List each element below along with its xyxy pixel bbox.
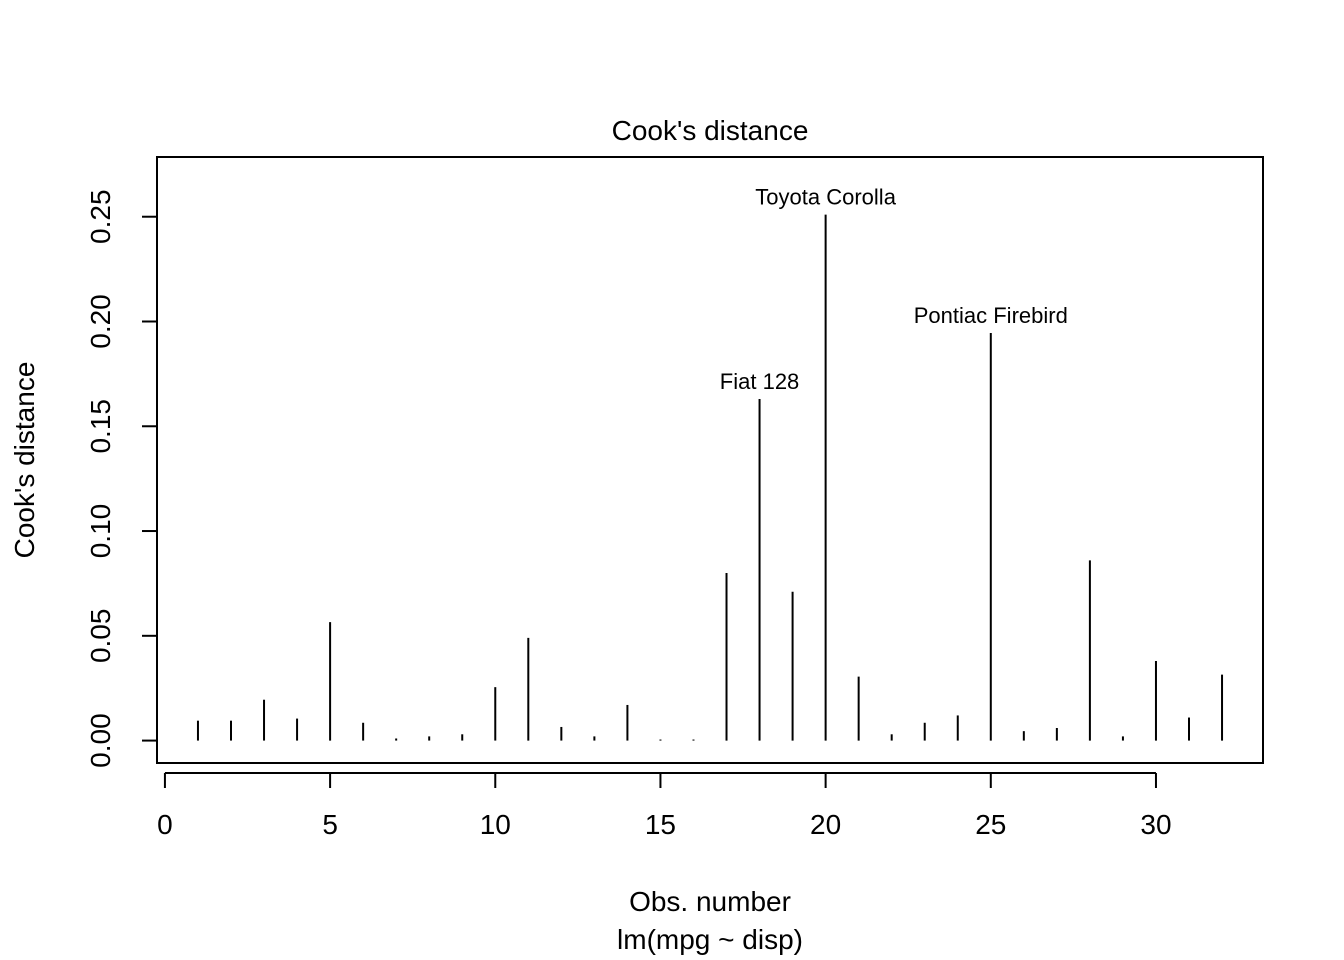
x-axis-label: Obs. number <box>629 886 791 917</box>
x-tick-label: 15 <box>645 809 676 840</box>
plot-frame <box>156 156 1264 764</box>
point-label-obs-25: Pontiac Firebird <box>914 303 1068 328</box>
x-tick-label: 10 <box>480 809 511 840</box>
annotations: Fiat 128 Toyota Corolla Pontiac Firebird <box>720 185 1068 394</box>
stems <box>196 214 1224 741</box>
y-tick-label: 0.00 <box>85 713 116 768</box>
x-tick-label: 20 <box>810 809 841 840</box>
y-tick-label: 0.10 <box>85 504 116 559</box>
x-tick-label: 5 <box>322 809 338 840</box>
chart-title: Cook's distance <box>612 115 809 146</box>
y-tick-label: 0.15 <box>85 399 116 454</box>
x-axis: 0 5 10 15 20 25 30 <box>157 772 1172 840</box>
model-sublabel: lm(mpg ~ disp) <box>617 924 803 955</box>
y-tick-label: 0.05 <box>85 609 116 664</box>
y-tick-label: 0.25 <box>85 189 116 244</box>
point-label-obs-20: Toyota Corolla <box>755 185 896 210</box>
x-tick-label: 30 <box>1140 809 1171 840</box>
y-axis: 0.00 0.05 0.10 0.15 0.20 0.25 <box>85 189 158 768</box>
x-tick-label: 0 <box>157 809 173 840</box>
y-tick-label: 0.20 <box>85 294 116 349</box>
y-axis-label: Cook's distance <box>9 362 40 559</box>
point-label-obs-18: Fiat 128 <box>720 369 800 394</box>
x-tick-label: 25 <box>975 809 1006 840</box>
